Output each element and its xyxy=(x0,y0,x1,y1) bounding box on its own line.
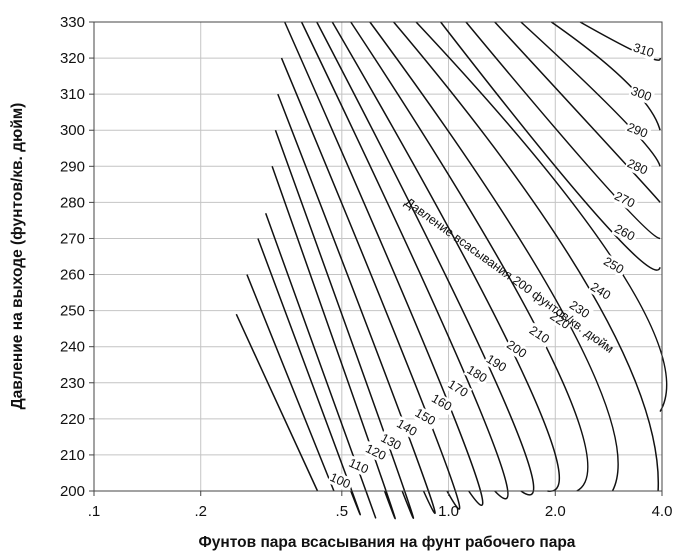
curve-label-300: 300 xyxy=(629,84,653,104)
y-tick-label: 270 xyxy=(60,230,85,247)
curve-250 xyxy=(415,21,668,413)
y-tick-label: 250 xyxy=(60,303,85,320)
curve-label-bg xyxy=(503,337,531,363)
curve-300 xyxy=(550,21,661,131)
curve-label-bg xyxy=(482,351,511,376)
curve-290 xyxy=(520,21,661,167)
curve-label-bg xyxy=(600,253,629,278)
grid xyxy=(93,21,663,492)
x-axis-ticks: .1 .2 .5 1.0 2.0 4.0 xyxy=(88,491,673,520)
y-tick-label: 300 xyxy=(60,122,85,139)
curve-label-bg xyxy=(377,430,406,454)
curve-label-bg xyxy=(428,390,457,415)
curve-200 xyxy=(316,21,535,496)
y-tick-label: 210 xyxy=(60,447,85,464)
curve-label-bg xyxy=(630,40,658,61)
curve-label-bg xyxy=(345,455,374,478)
y-tick-label: 320 xyxy=(60,50,85,67)
curve-label-bg xyxy=(628,83,656,105)
x-axis-title: Фунтов пара всасывания на фунт рабочего … xyxy=(199,534,576,551)
curve-130 xyxy=(264,212,377,519)
y-tick-label: 240 xyxy=(60,339,85,356)
curve-280 xyxy=(494,21,661,203)
curve-label-bg xyxy=(463,362,492,387)
y-tick-label: 280 xyxy=(60,194,85,211)
curve-140 xyxy=(271,166,396,520)
curve-label-bg xyxy=(624,155,652,179)
curve-260 xyxy=(440,21,661,271)
x-tick-label: 4.0 xyxy=(652,503,673,520)
x-tick-label: .1 xyxy=(88,503,101,520)
x-tick-label: .2 xyxy=(194,503,207,520)
x-tick-label: .5 xyxy=(336,503,349,520)
y-tick-label: 260 xyxy=(60,267,85,284)
y-tick-label: 290 xyxy=(60,158,85,175)
x-tick-label: 1.0 xyxy=(438,503,459,520)
y-tick-label: 200 xyxy=(60,483,85,500)
y-tick-label: 310 xyxy=(60,86,85,103)
y-tick-label: 220 xyxy=(60,411,85,428)
y-axis-ticks: 200 210 220 230 240 250 260 270 280 290 300 310 320 3… xyxy=(60,14,94,500)
curve-label-bg xyxy=(546,308,575,334)
curve-label-bg xyxy=(611,221,640,245)
curve-100 xyxy=(235,313,319,492)
curve-110 xyxy=(246,274,335,492)
curve-190 xyxy=(300,21,509,500)
curve-label-bg xyxy=(362,440,391,465)
curve-240 xyxy=(393,21,659,492)
curve-210 xyxy=(331,21,561,492)
curve-label-bg xyxy=(326,469,355,493)
x-tick-label: 2.0 xyxy=(545,503,566,520)
curve-label-bg xyxy=(624,119,652,142)
curve-label-310: 310 xyxy=(631,40,655,60)
y-axis-title: Давление на выходе (фунтов/кв. дюйм) xyxy=(9,103,26,410)
curve-series xyxy=(235,21,668,520)
curve-150 xyxy=(274,129,415,519)
plot-frame xyxy=(93,21,663,492)
curve-label-bg xyxy=(611,188,640,212)
curve-label-bg xyxy=(566,297,594,323)
curve-label-bg xyxy=(587,279,615,304)
y-tick-label: 330 xyxy=(60,14,85,31)
curve-label-bg xyxy=(525,322,554,348)
curve-270 xyxy=(465,21,661,240)
curve-170 xyxy=(280,57,461,510)
curve-label-bg xyxy=(393,416,422,441)
curve-230 xyxy=(369,21,619,492)
curve-220 xyxy=(350,21,589,492)
curve-label-bg xyxy=(411,405,440,430)
curve-160 xyxy=(277,93,436,514)
curve-180 xyxy=(283,21,484,507)
curve-label-bg xyxy=(444,376,473,402)
y-tick-label: 230 xyxy=(60,375,85,392)
